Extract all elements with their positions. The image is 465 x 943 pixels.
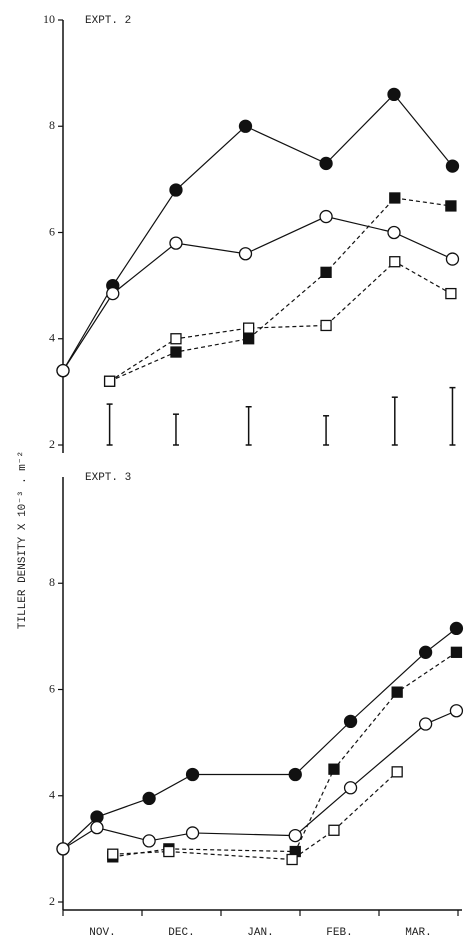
x-tick-label: NOV. (89, 927, 115, 939)
point (445, 159, 460, 173)
point (142, 834, 156, 848)
panel-title: EXPT. 2 (85, 15, 131, 27)
series-line (112, 651, 457, 858)
point (170, 346, 182, 358)
point (242, 333, 255, 345)
point (163, 845, 175, 858)
y-tick-label: 2 (49, 437, 55, 451)
point (391, 686, 403, 698)
series-line (112, 771, 398, 861)
point (107, 848, 119, 860)
point (418, 645, 433, 659)
error-bar (391, 396, 398, 446)
y-tick-label: 4 (49, 331, 55, 345)
point (319, 156, 333, 171)
point (449, 621, 464, 636)
point (106, 286, 120, 301)
y-tick-label: 6 (49, 681, 55, 695)
point (286, 853, 298, 866)
y-tick-label: 6 (49, 224, 55, 238)
point (445, 252, 460, 266)
point (387, 225, 401, 240)
point (242, 322, 255, 334)
error-bar (449, 386, 456, 446)
series-line (62, 215, 453, 371)
point (343, 714, 358, 729)
series-line (62, 627, 457, 850)
point (343, 781, 358, 795)
series-line (109, 197, 451, 382)
point (319, 209, 333, 224)
point (288, 767, 302, 782)
point (238, 119, 253, 133)
point (56, 842, 70, 856)
point (445, 287, 457, 300)
error-bar (106, 403, 113, 446)
y-tick-label: 2 (49, 894, 55, 908)
series-line (109, 260, 452, 382)
point (185, 767, 200, 782)
point (320, 266, 332, 278)
y-tick-label: 8 (49, 575, 55, 589)
point (142, 791, 156, 806)
point (449, 704, 464, 718)
x-tick-label: JAN. (247, 927, 273, 939)
point (328, 763, 340, 775)
point (56, 363, 70, 378)
x-tick-label: MAR. (405, 927, 431, 939)
y-tick-label: 8 (49, 118, 55, 132)
point (170, 333, 182, 345)
error-bar (245, 406, 252, 446)
point (320, 319, 332, 332)
point (389, 192, 401, 204)
y-tick-label: 4 (49, 788, 55, 802)
y-axis-label: TILLER DENSITY X 10⁻³ . m⁻² (17, 451, 29, 629)
point (169, 236, 183, 250)
point (391, 766, 403, 778)
y-tick-label: 10 (43, 12, 55, 26)
point (445, 200, 457, 212)
point (288, 828, 302, 843)
point (389, 256, 401, 268)
point (328, 824, 340, 836)
point (169, 183, 183, 197)
point (90, 820, 104, 835)
point (450, 646, 463, 658)
panel-title: EXPT. 3 (85, 472, 131, 484)
point (418, 717, 433, 731)
point (185, 826, 200, 840)
point (103, 375, 116, 387)
error-bar (323, 415, 330, 446)
point (387, 87, 401, 102)
error-bar (172, 413, 179, 446)
point (238, 247, 253, 261)
x-tick-label: FEB. (326, 927, 352, 939)
series-line (62, 710, 457, 850)
x-tick-label: DEC. (168, 927, 194, 939)
